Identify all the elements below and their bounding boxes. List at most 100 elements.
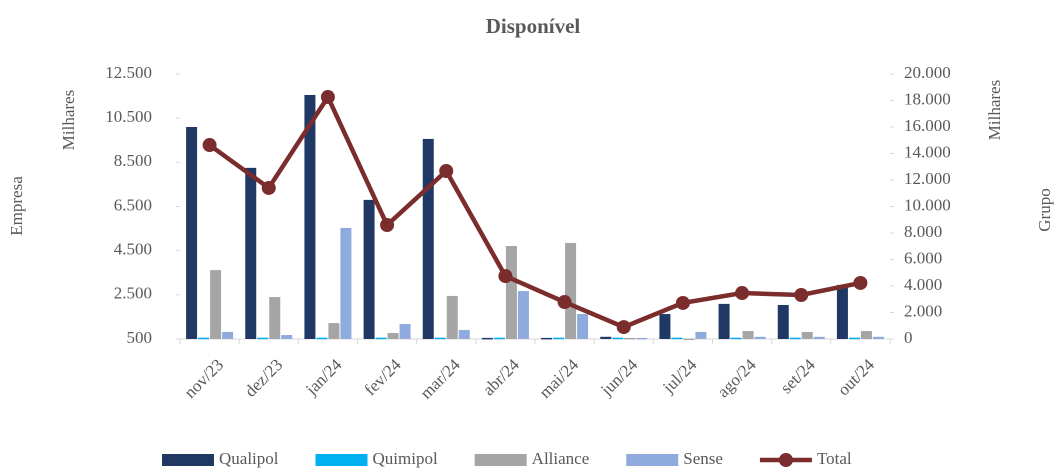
line-marker	[675, 295, 690, 310]
line-marker	[202, 138, 217, 153]
bar	[198, 337, 210, 340]
y2-tick-label: 10.000	[904, 195, 951, 214]
legend-label: Alliance	[532, 449, 590, 468]
y-tick-label: 10.500	[105, 107, 152, 126]
legend-label: Qualipol	[219, 449, 279, 468]
bar	[777, 304, 789, 339]
bar	[304, 94, 316, 340]
bar	[860, 331, 872, 339]
bar	[742, 331, 754, 339]
bar	[186, 127, 198, 339]
bar	[730, 337, 742, 340]
bar	[269, 297, 281, 339]
legend-swatch-marker	[778, 453, 793, 467]
bar	[399, 323, 411, 339]
y-axis-unit: Milhares	[59, 90, 78, 150]
bar	[458, 329, 470, 339]
legend-label: Total	[817, 449, 852, 468]
bar	[683, 338, 695, 341]
bar	[375, 337, 387, 340]
y2-tick-label: 16.000	[904, 116, 951, 135]
bar	[801, 331, 813, 339]
line-marker	[320, 90, 335, 105]
bar	[493, 337, 505, 340]
line	[208, 92, 861, 330]
bar	[245, 167, 257, 339]
x-tick-label: mai/24	[535, 355, 582, 402]
legend-label: Quimipol	[373, 449, 438, 468]
bar	[328, 323, 340, 339]
y2-tick-label: 8.000	[904, 222, 942, 241]
bar	[659, 314, 671, 339]
x-tick-label: jul/24	[658, 355, 701, 398]
x-tick-label: mar/24	[416, 355, 464, 403]
bar	[636, 337, 648, 340]
bar	[695, 331, 707, 339]
y2-tick-label: 4.000	[904, 275, 942, 294]
bar	[813, 336, 825, 339]
bar	[387, 333, 399, 339]
x-tick-label: dez/23	[241, 355, 286, 400]
line-marker	[557, 295, 572, 310]
legend-swatch	[162, 454, 214, 466]
bar	[789, 337, 801, 340]
x-tick-label: ago/24	[714, 355, 761, 402]
bar	[281, 335, 293, 339]
bar	[718, 303, 730, 339]
bar	[565, 242, 577, 339]
bar	[222, 331, 234, 339]
bar	[446, 295, 458, 339]
x-tick-label: jun/24	[596, 355, 641, 400]
line-marker	[794, 288, 809, 303]
bar	[600, 336, 612, 339]
x-tick-label: jan/24	[301, 355, 346, 400]
bar	[434, 337, 446, 340]
bar	[577, 314, 589, 339]
bar	[257, 337, 269, 340]
chart-title: Disponível	[486, 14, 581, 38]
bar	[363, 199, 375, 339]
x-tick-label: set/24	[777, 355, 820, 398]
bar	[340, 227, 352, 339]
line-marker	[498, 269, 513, 284]
y2-tick-label: 12.000	[904, 169, 951, 188]
bar	[872, 336, 884, 339]
bar	[481, 337, 493, 340]
bar	[612, 337, 624, 340]
y2-axis-label: Grupo	[1035, 188, 1054, 231]
bar	[848, 337, 860, 340]
line-marker	[439, 163, 454, 178]
bar	[836, 284, 848, 339]
legend-swatch	[626, 454, 679, 466]
line-marker	[735, 286, 750, 301]
legend-swatch	[474, 454, 527, 466]
bar	[541, 337, 553, 340]
line-marker	[261, 180, 276, 195]
y2-tick-label: 2.000	[904, 301, 942, 320]
y2-tick-label: 20.000	[904, 63, 951, 82]
y2-axis-unit: Milhares	[985, 80, 1004, 140]
y-tick-label: 4.500	[114, 240, 152, 259]
y2-tick-label: 6.000	[904, 248, 942, 267]
bar	[316, 337, 328, 340]
legend-swatch	[315, 454, 368, 466]
y-tick-label: 2.500	[114, 284, 152, 303]
y-tick-label: 8.500	[114, 151, 152, 170]
x-tick-label: fev/24	[361, 355, 405, 399]
y-axis-label: Empresa	[7, 176, 26, 236]
y2-tick-label: 18.000	[904, 89, 951, 108]
y-tick-label: 12.500	[105, 63, 152, 82]
bar	[624, 337, 636, 340]
y2-tick-label: 14.000	[904, 142, 951, 161]
y2-tick-label: 0	[904, 328, 913, 347]
y-tick-label: 500	[127, 328, 153, 347]
y-tick-label: 6.500	[114, 195, 152, 214]
line-marker	[616, 320, 631, 335]
x-tick-label: nov/23	[180, 355, 227, 402]
x-tick-label: out/24	[834, 355, 879, 400]
line-marker	[853, 275, 868, 290]
bar	[210, 270, 222, 339]
bar	[553, 337, 565, 340]
bar	[671, 337, 683, 340]
